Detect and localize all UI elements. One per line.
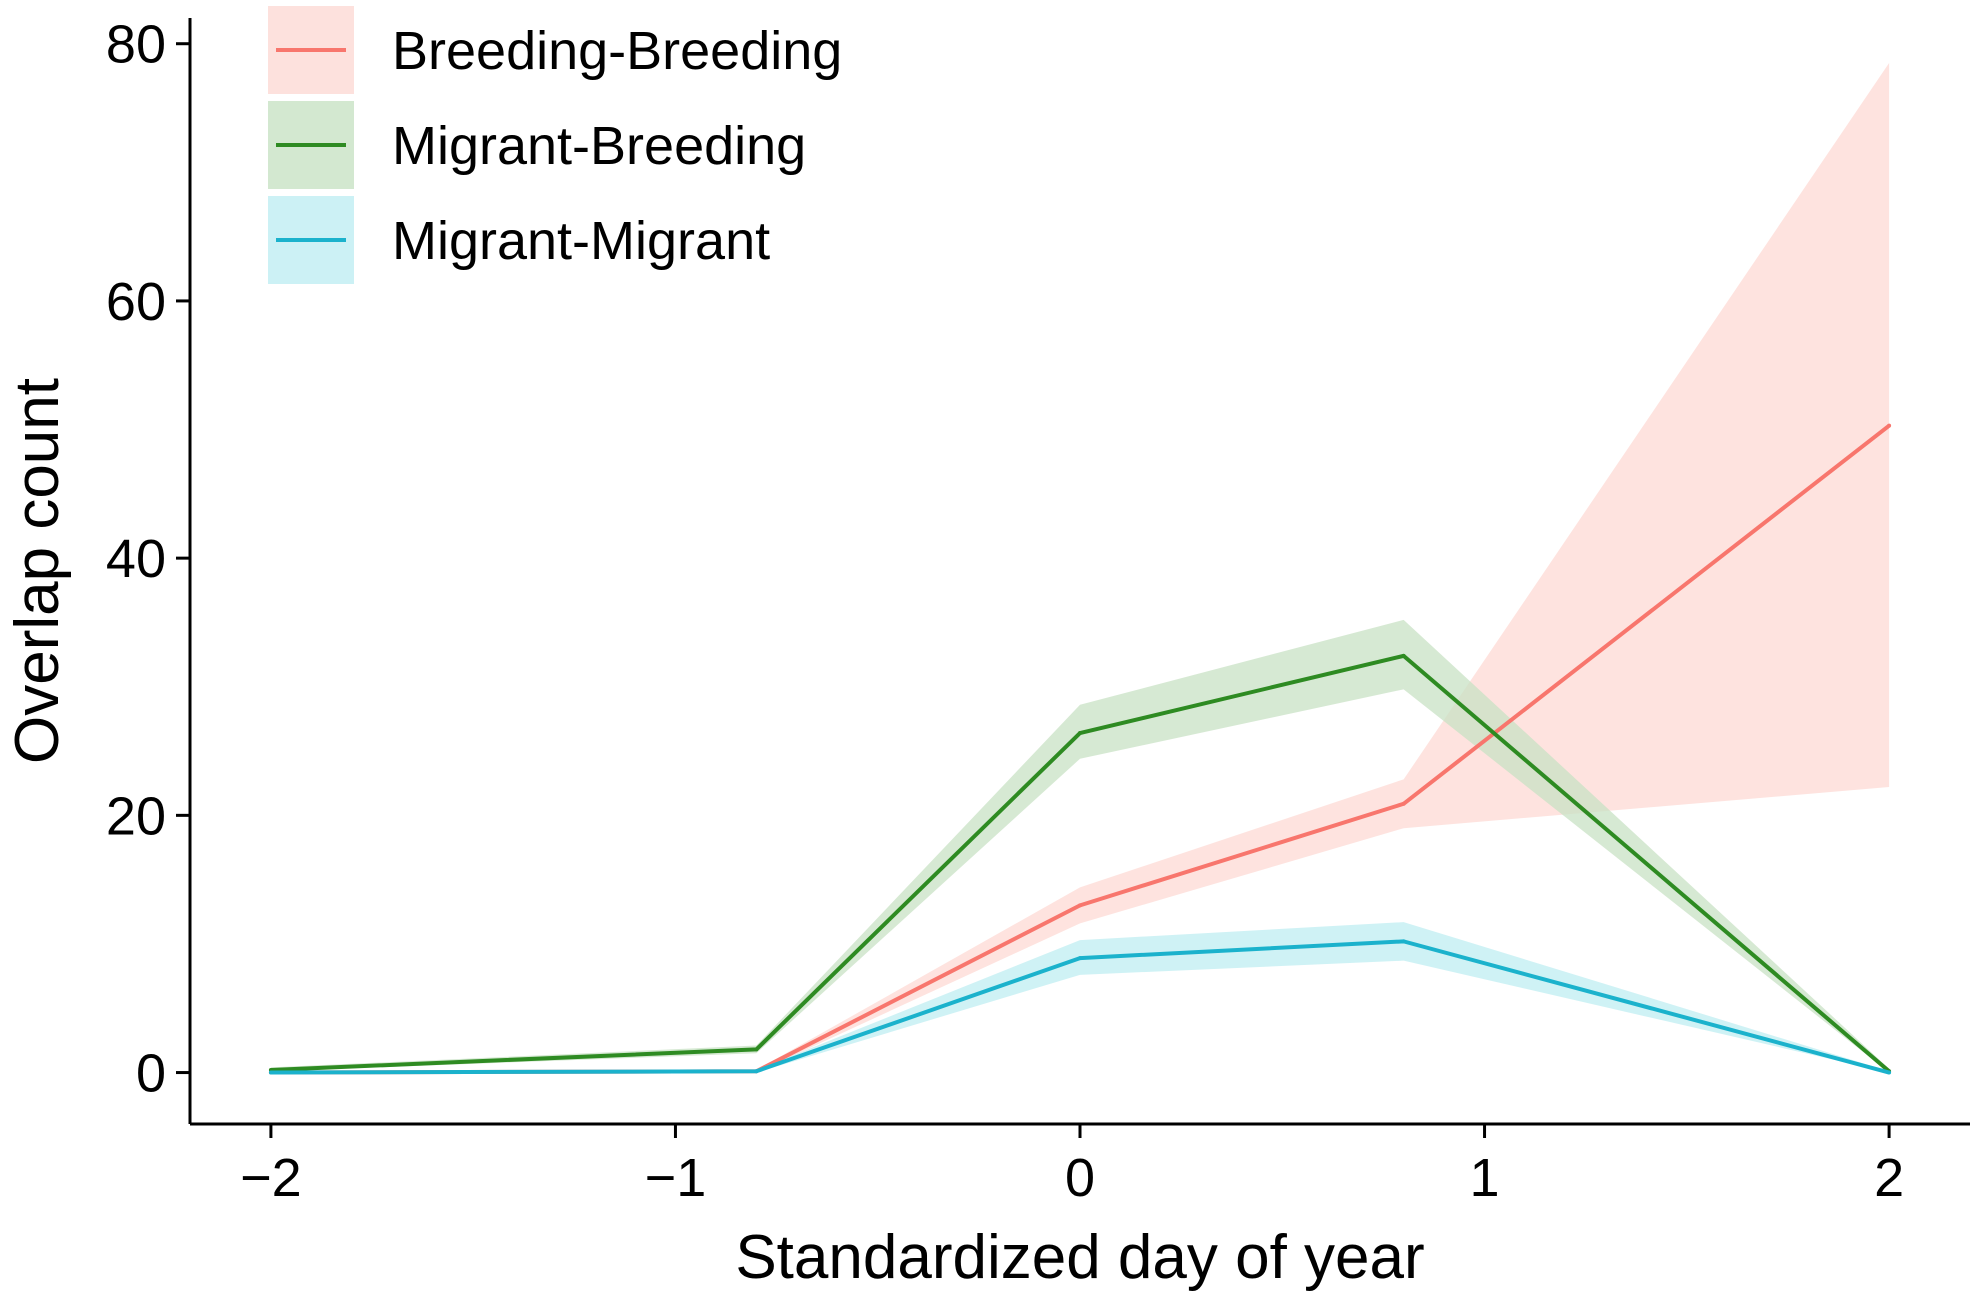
x-tick-label: 0 [1065, 1148, 1095, 1208]
y-axis-ticks: 0 20 40 60 80 [106, 15, 190, 1104]
migrant-breeding-point [754, 1047, 759, 1052]
x-tick-label: −2 [240, 1148, 302, 1208]
series-lines [268, 423, 1892, 1075]
confidence-ribbons [270, 63, 1890, 1073]
y-tick-label: 20 [106, 786, 166, 846]
y-tick-label: 80 [106, 15, 166, 75]
legend: Breeding-Breeding Migrant-Breeding Migrant… [268, 6, 842, 284]
y-tick-label: 0 [136, 1044, 166, 1104]
breeding-breeding-point [1887, 423, 1892, 428]
x-tick-label: 1 [1470, 1148, 1500, 1208]
y-axis-label: Overlap count [3, 378, 72, 764]
migrant-breeding-point [1401, 653, 1406, 658]
migrant-migrant-point [1401, 939, 1406, 944]
y-tick-label: 40 [106, 529, 166, 589]
breeding-breeding-point [1401, 801, 1406, 806]
legend-item-migrant-breeding: Migrant-Breeding [268, 101, 806, 189]
legend-item-migrant-migrant: Migrant-Migrant [268, 196, 770, 284]
migrant-migrant-point [268, 1070, 273, 1075]
breeding-breeding-point [1078, 903, 1082, 908]
migrant-breeding-ribbon [270, 619, 1890, 1073]
migrant-migrant-point [1078, 956, 1082, 961]
legend-label: Migrant-Migrant [392, 211, 770, 271]
migrant-migrant-point [1887, 1070, 1892, 1075]
x-axis-label: Standardized day of year [735, 1223, 1424, 1292]
y-tick-label: 60 [106, 272, 166, 332]
migrant-migrant-point [754, 1069, 759, 1074]
x-axis-ticks: −2 −1 0 1 2 [240, 1124, 1904, 1208]
x-tick-label: 2 [1874, 1148, 1904, 1208]
breeding-breeding-ribbon [270, 63, 1890, 1073]
migrant-migrant-ribbon [270, 922, 1890, 1073]
migrant-breeding-point [1078, 731, 1082, 736]
legend-item-breeding-breeding: Breeding-Breeding [268, 6, 842, 94]
x-tick-label: −1 [645, 1148, 707, 1208]
legend-label: Breeding-Breeding [392, 21, 842, 81]
legend-label: Migrant-Breeding [392, 116, 806, 176]
axes: −2 −1 0 1 2 0 20 40 60 80 [106, 15, 1970, 1208]
